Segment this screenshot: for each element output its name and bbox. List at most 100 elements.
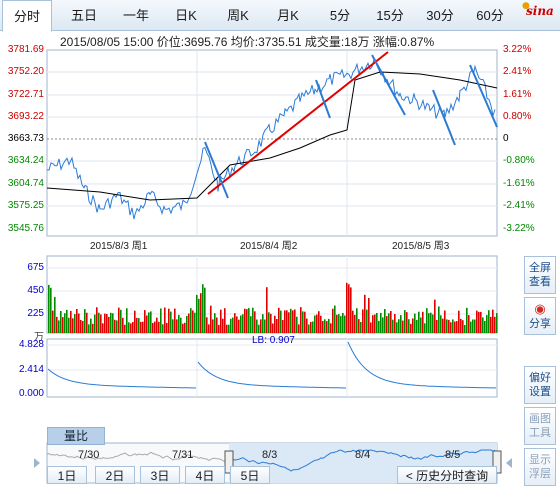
tab-7[interactable]: 15分 xyxy=(376,8,404,23)
volume-bar xyxy=(136,317,138,333)
down-trend-line xyxy=(204,141,229,199)
preferences-button[interactable]: 偏好 设置 xyxy=(524,366,556,404)
volume-bar xyxy=(408,319,410,333)
volume-bar xyxy=(260,319,262,333)
volume-bar xyxy=(160,308,162,333)
volume-bar xyxy=(170,311,172,333)
volume-bar xyxy=(232,317,234,333)
volume-bar xyxy=(372,315,374,333)
tab-0[interactable]: 分时 xyxy=(2,0,52,32)
tab-2[interactable]: 一年 xyxy=(122,8,149,23)
volume-bar xyxy=(470,321,472,333)
volume-bar xyxy=(380,312,382,333)
volume-bar xyxy=(218,324,220,333)
volume-bar xyxy=(294,309,296,333)
volume-bar xyxy=(206,317,208,333)
price-label-left: 3722.71 xyxy=(7,89,44,100)
volume-bar xyxy=(414,313,416,333)
volume-bar xyxy=(342,313,344,333)
volume-bar xyxy=(186,315,188,333)
volume-bar xyxy=(138,318,140,333)
volume-bar xyxy=(204,287,206,333)
volume-bar xyxy=(390,311,392,333)
pct-label-right: -0.80% xyxy=(503,155,535,166)
price-line xyxy=(46,58,496,220)
volume-bar xyxy=(356,308,358,333)
volume-bar xyxy=(454,321,456,333)
drawing-tools-button[interactable]: 画图 工具 xyxy=(524,407,556,445)
volume-bar xyxy=(150,311,152,333)
volume-bar xyxy=(492,309,494,333)
volume-bar xyxy=(398,319,400,333)
volume-bar xyxy=(444,310,446,333)
volume-label: 450 xyxy=(27,285,44,296)
volume-bar xyxy=(462,320,464,333)
volume-unit-label: 万 xyxy=(34,332,44,343)
volume-bar xyxy=(164,307,166,333)
volume-bar xyxy=(192,310,194,333)
volume-bar xyxy=(104,313,106,333)
tab-1[interactable]: 五日 xyxy=(70,8,97,23)
tab-5[interactable]: 月K xyxy=(277,8,299,23)
volume-bar xyxy=(158,321,160,333)
lb-axis-label: 4.828 xyxy=(18,339,44,350)
navigator-handle-right xyxy=(492,450,502,474)
volume-bar xyxy=(324,319,326,333)
tab-4[interactable]: 周K xyxy=(227,8,249,23)
volume-bar xyxy=(440,315,442,333)
volume-bar xyxy=(362,309,364,333)
logo-text: sina xyxy=(526,4,554,18)
day-button-1[interactable]: 1日 xyxy=(47,466,87,484)
tab-9[interactable]: 60分 xyxy=(476,8,504,23)
volume-bar xyxy=(328,318,330,333)
volume-bar xyxy=(350,287,352,333)
tab-8[interactable]: 30分 xyxy=(426,8,454,23)
volume-bar xyxy=(496,313,498,333)
volume-bar xyxy=(406,312,408,333)
history-intraday-button[interactable]: < 历史分时查询 xyxy=(397,466,497,484)
day-button-4[interactable]: 4日 xyxy=(185,466,225,484)
volume-bar xyxy=(198,298,200,333)
preferences-label-1: 偏好 xyxy=(529,372,551,384)
volume-bar xyxy=(120,309,122,333)
lb-tab-button[interactable]: 量比 xyxy=(47,427,105,445)
day-button-3[interactable]: 3日 xyxy=(140,466,180,484)
tab-3[interactable]: 日K xyxy=(175,8,197,23)
volume-bar xyxy=(254,311,256,333)
volume-bar xyxy=(238,319,240,333)
volume-bar xyxy=(154,321,156,333)
volume-bar xyxy=(422,311,424,333)
volume-bar xyxy=(456,321,458,333)
volume-bar xyxy=(360,322,362,333)
nav-date-label: 8/4 xyxy=(355,449,371,461)
volume-bar xyxy=(418,311,420,333)
volume-bar xyxy=(366,309,368,333)
volume-bar xyxy=(346,282,348,333)
volume-bar xyxy=(460,318,462,333)
day-button-2[interactable]: 2日 xyxy=(95,466,135,484)
volume-bar xyxy=(428,313,430,333)
share-button[interactable]: ◉ 分享 xyxy=(524,297,556,335)
trend-line xyxy=(207,51,389,195)
fullscreen-label-2: 查看 xyxy=(529,276,551,288)
volume-bar xyxy=(316,314,318,333)
volume-bar xyxy=(132,322,134,333)
tab-6[interactable]: 5分 xyxy=(329,8,351,23)
volume-bar xyxy=(306,318,308,333)
show-overlay-button[interactable]: 显示 浮层 xyxy=(524,448,556,486)
volume-bar xyxy=(292,310,294,333)
volume-bar xyxy=(78,313,80,333)
volume-bar xyxy=(88,324,90,333)
fullscreen-button[interactable]: 全屏 查看 xyxy=(524,256,556,294)
volume-bar xyxy=(130,323,132,333)
volume-bar xyxy=(236,316,238,333)
volume-bar xyxy=(480,311,482,333)
volume-bar xyxy=(188,313,190,333)
volume-bar xyxy=(300,307,302,333)
volume-bar xyxy=(184,322,186,333)
volume-bar xyxy=(222,318,224,333)
day-button-5[interactable]: 5日 xyxy=(230,466,270,484)
price-label-left: 3545.76 xyxy=(7,223,44,234)
nav-date-label: 7/31 xyxy=(172,449,194,461)
volume-bar xyxy=(64,313,66,333)
